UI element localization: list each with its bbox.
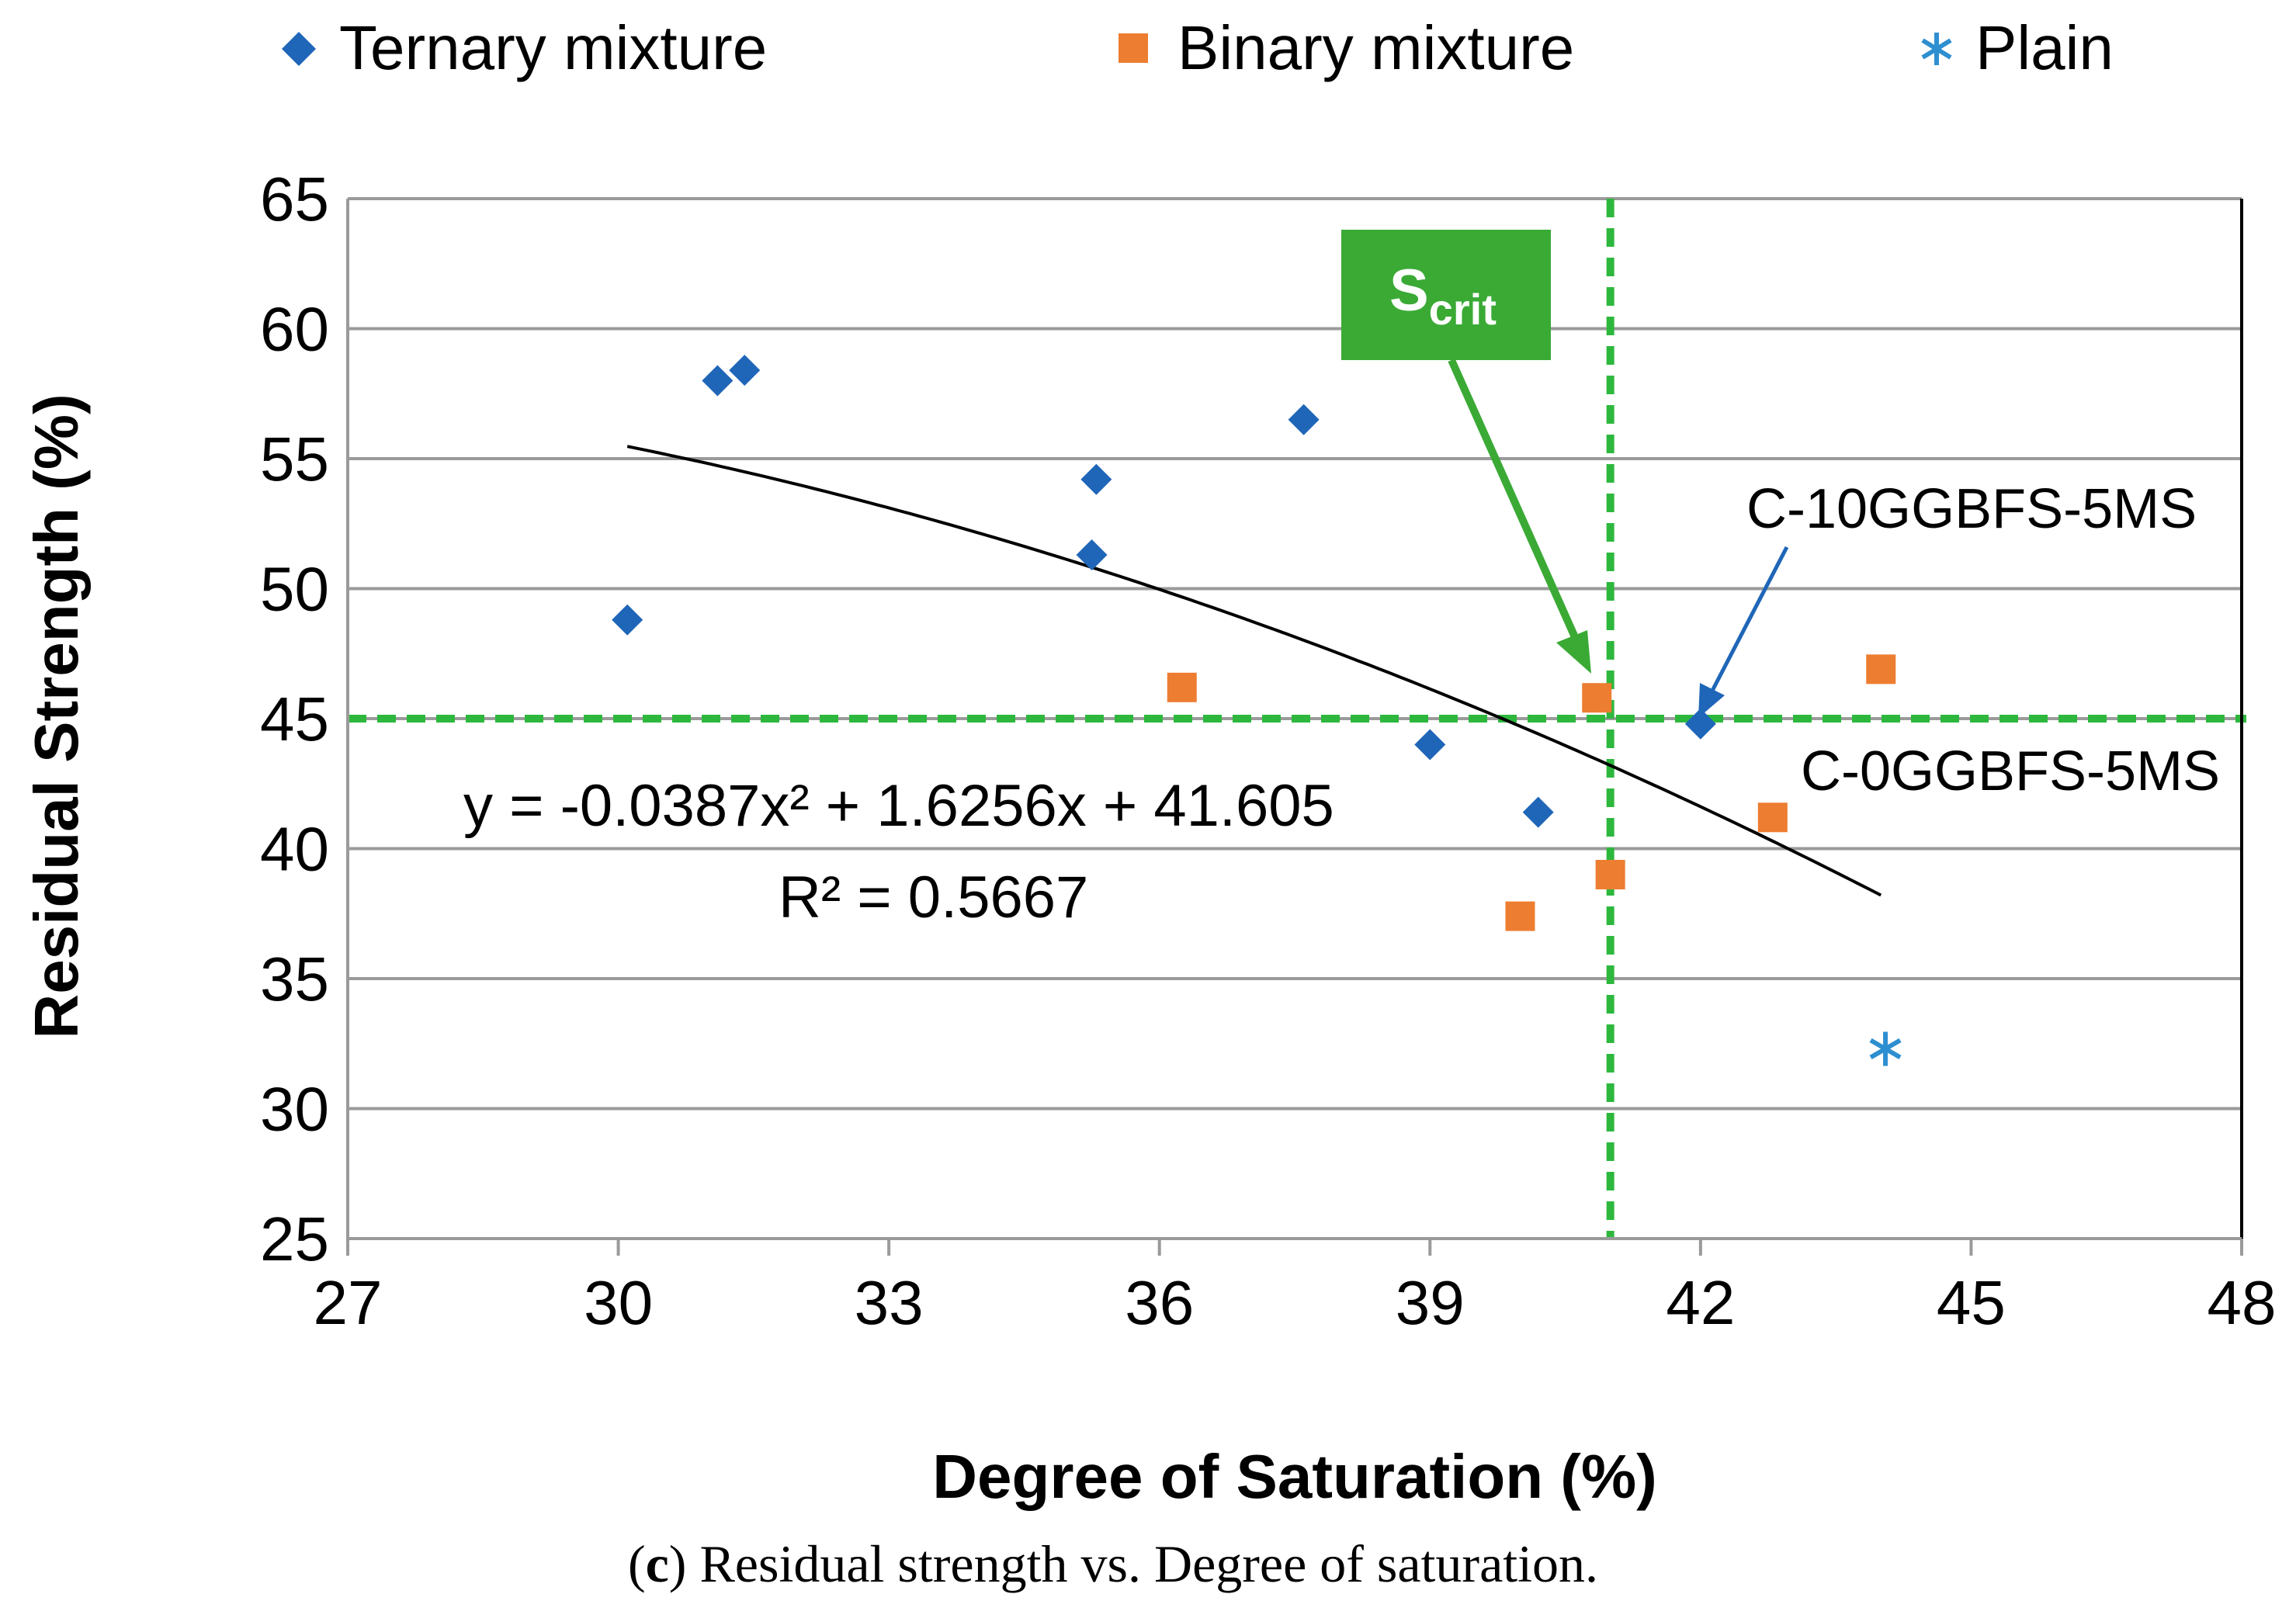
legend-label-ternary: Ternary mixture xyxy=(339,13,767,82)
y-tick-label-60: 60 xyxy=(260,295,329,364)
x-tick-label-42: 42 xyxy=(1666,1268,1735,1337)
trendline-group xyxy=(626,445,1882,897)
c0-label: C-0GGBFS-5MS xyxy=(1801,740,2220,802)
axes xyxy=(346,199,2243,1256)
x-axis-title: Degree of Saturation (%) xyxy=(932,1442,1656,1511)
point-square-2 xyxy=(1582,683,1612,713)
y-tick-label-35: 35 xyxy=(260,944,329,1014)
y-tick-label-50: 50 xyxy=(260,555,329,624)
y-tick-label-45: 45 xyxy=(260,684,329,754)
legend-marker-binary xyxy=(1119,33,1148,63)
tick-labels: 25 30 35 40 45 50 55 60 65 27 30 33 36 39 42 45 48 xyxy=(260,165,2276,1337)
scrit-arrowhead xyxy=(1556,630,1591,674)
y-axis-title: Residual Strength (%) xyxy=(22,393,91,1038)
trend-r2: R² = 0.5667 xyxy=(779,865,1088,930)
caption-text: Residual strength vs. Degree of saturati… xyxy=(686,1534,1598,1593)
x-tick-label-45: 45 xyxy=(1937,1268,2006,1337)
legend-item-binary: Binary mixture xyxy=(1119,13,1574,82)
legend-marker-plain xyxy=(1921,33,1952,65)
trendline xyxy=(626,445,1882,897)
point-diamond-8 xyxy=(1684,708,1716,740)
y-tick-label-55: 55 xyxy=(260,425,329,494)
caption-letter: c xyxy=(646,1534,669,1593)
legend: Ternary mixture Binary mixture Plain xyxy=(282,13,2114,82)
scrit-box xyxy=(1341,230,1551,360)
point-diamond-6 xyxy=(1414,729,1446,761)
legend-item-plain: Plain xyxy=(1921,13,2114,82)
point-square-1 xyxy=(1505,901,1535,931)
scrit-sub: crit xyxy=(1429,285,1497,334)
point-diamond-3 xyxy=(1080,463,1112,495)
point-asterisk-0 xyxy=(1869,1031,1902,1066)
point-square-3 xyxy=(1595,860,1625,889)
legend-label-binary: Binary mixture xyxy=(1177,13,1574,82)
y-tick-label-30: 30 xyxy=(260,1075,329,1144)
scrit-main: S xyxy=(1389,258,1429,324)
point-square-4 xyxy=(1757,802,1788,833)
point-diamond-2 xyxy=(729,355,761,386)
x-tick-label-48: 48 xyxy=(2208,1268,2277,1337)
c10-arrow xyxy=(1710,546,1789,692)
scrit-label: Scrit xyxy=(1389,258,1497,334)
legend-item-ternary: Ternary mixture xyxy=(282,13,767,82)
x-tick-label-36: 36 xyxy=(1125,1268,1194,1337)
data-points xyxy=(612,355,1902,1066)
c10-label: C-10GGBFS-5MS xyxy=(1746,478,2197,540)
point-diamond-7 xyxy=(1522,796,1554,828)
legend-marker-ternary xyxy=(282,32,316,66)
x-tick-label-39: 39 xyxy=(1396,1268,1465,1337)
x-tick-label-30: 30 xyxy=(584,1268,653,1337)
scrit-annotation: Scrit xyxy=(1341,230,1591,674)
x-tick-label-33: 33 xyxy=(855,1268,924,1337)
c10-arrowhead xyxy=(1698,683,1725,718)
figure-caption: (c) Residual strength vs. Degree of satu… xyxy=(628,1534,1598,1593)
trend-equation: y = -0.0387x² + 1.6256x + 41.605 xyxy=(463,773,1334,839)
x-tick-label-27: 27 xyxy=(314,1268,383,1337)
point-diamond-4 xyxy=(1076,539,1108,570)
point-square-0 xyxy=(1167,672,1197,702)
point-diamond-0 xyxy=(612,604,643,636)
c10-annotation: C-10GGBFS-5MS xyxy=(1698,478,2197,718)
y-tick-label-65: 65 xyxy=(260,165,329,234)
scrit-arrow xyxy=(1448,358,1582,646)
legend-label-plain: Plain xyxy=(1975,13,2114,82)
point-diamond-5 xyxy=(1288,404,1320,435)
point-square-5 xyxy=(1866,654,1896,684)
y-tick-label-25: 25 xyxy=(260,1204,329,1274)
y-tick-label-40: 40 xyxy=(260,815,329,884)
reference-lines xyxy=(348,199,2246,1239)
point-diamond-1 xyxy=(702,365,734,397)
